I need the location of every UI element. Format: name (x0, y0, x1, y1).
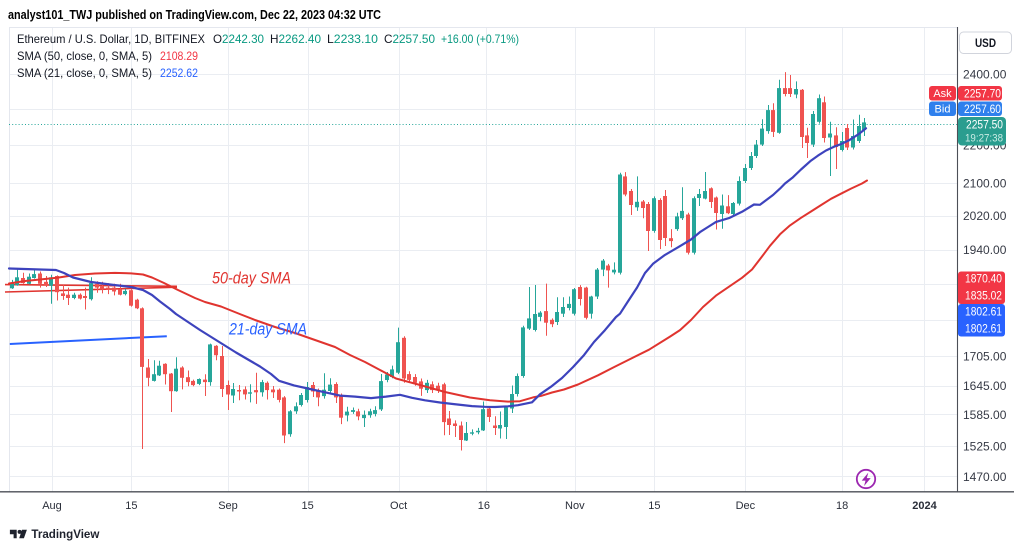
svg-text:Oct: Oct (390, 500, 407, 512)
svg-text:L2233.10: L2233.10 (327, 32, 378, 46)
svg-text:Ethereum / U.S. Dollar, 1D, BI: Ethereum / U.S. Dollar, 1D, BITFINEX (17, 32, 205, 46)
svg-text:USD: USD (975, 38, 996, 50)
svg-text:analyst101_TWJ published on Tr: analyst101_TWJ published on TradingView.… (8, 8, 381, 22)
svg-text:1470.00: 1470.00 (963, 470, 1007, 484)
svg-text:+16.00 (+0.71%): +16.00 (+0.71%) (441, 32, 519, 46)
svg-text:50-day SMA: 50-day SMA (212, 270, 291, 288)
svg-text:15: 15 (648, 500, 660, 512)
svg-text:2400.00: 2400.00 (963, 68, 1007, 82)
svg-text:15: 15 (125, 500, 137, 512)
svg-text:1585.00: 1585.00 (963, 408, 1007, 422)
svg-text:TradingView: TradingView (31, 527, 99, 541)
svg-text:16: 16 (478, 500, 490, 512)
svg-text:Aug: Aug (42, 500, 62, 512)
svg-text:15: 15 (301, 500, 313, 512)
svg-text:H2262.40: H2262.40 (270, 32, 321, 46)
svg-text:2020.00: 2020.00 (963, 209, 1007, 223)
svg-text:1705.00: 1705.00 (963, 350, 1007, 364)
svg-text:21-day SMA: 21-day SMA (228, 321, 307, 339)
svg-text:1835.02: 1835.02 (965, 291, 1002, 303)
svg-text:2024: 2024 (912, 500, 937, 512)
svg-text:1802.61: 1802.61 (965, 324, 1002, 336)
svg-text:Ask: Ask (933, 88, 952, 100)
svg-text:1870.40: 1870.40 (965, 274, 1002, 286)
svg-text:Bid: Bid (935, 104, 951, 116)
svg-text:1940.00: 1940.00 (963, 243, 1007, 257)
svg-text:2100.00: 2100.00 (963, 177, 1007, 191)
svg-text:Dec: Dec (736, 500, 756, 512)
svg-text:1645.00: 1645.00 (963, 379, 1007, 393)
svg-text:SMA (50, close, 0, SMA, 5): SMA (50, close, 0, SMA, 5) (17, 49, 152, 63)
svg-text:2257.70: 2257.70 (964, 89, 1001, 101)
svg-text:SMA (21, close, 0, SMA, 5): SMA (21, close, 0, SMA, 5) (17, 66, 152, 80)
svg-text:2252.62: 2252.62 (160, 66, 198, 80)
svg-text:Nov: Nov (565, 500, 585, 512)
svg-text:2108.29: 2108.29 (160, 49, 198, 63)
svg-text:19:27:38: 19:27:38 (965, 133, 1003, 145)
svg-text:18: 18 (836, 500, 848, 512)
svg-text:C2257.50: C2257.50 (384, 32, 435, 46)
svg-text:Sep: Sep (218, 500, 238, 512)
svg-text:1525.00: 1525.00 (963, 440, 1007, 454)
svg-text:1802.61: 1802.61 (965, 307, 1002, 319)
svg-text:O2242.30: O2242.30 (213, 32, 264, 46)
svg-text:2257.60: 2257.60 (964, 104, 1001, 116)
svg-text:2257.50: 2257.50 (966, 120, 1003, 132)
